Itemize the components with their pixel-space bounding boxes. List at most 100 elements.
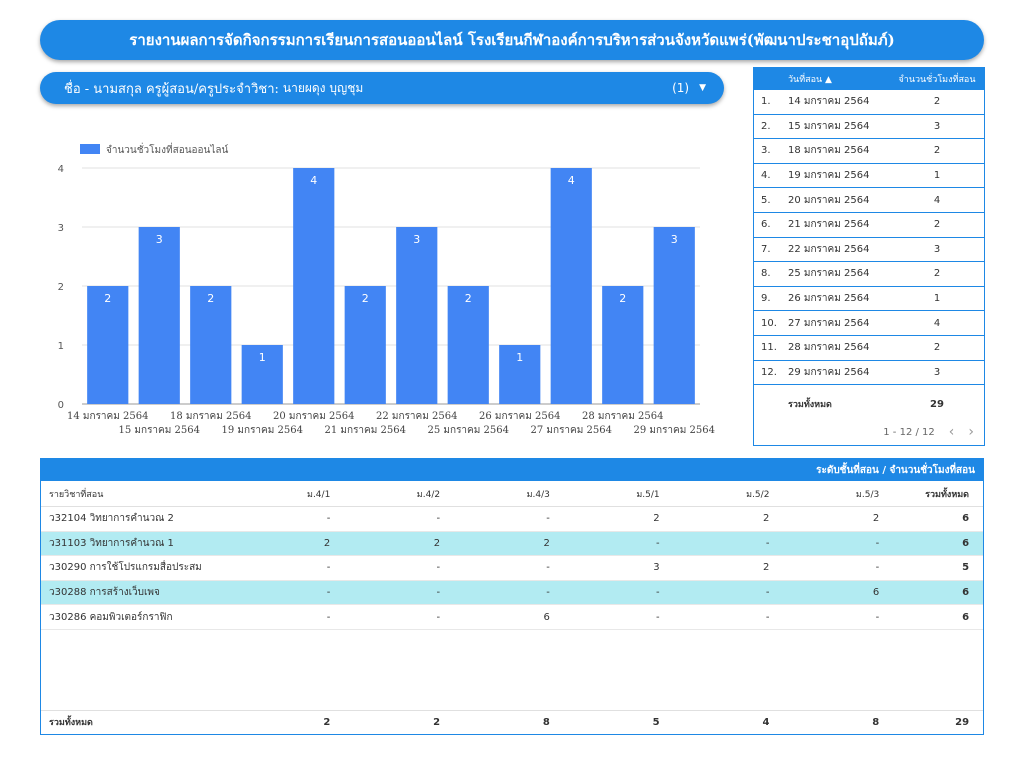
date-table-row[interactable]: 11. 28 มกราคม 2564 2 bbox=[754, 336, 984, 361]
hours-cell: 3 bbox=[653, 562, 660, 574]
x-tick-label: 20 มกราคม 2564 bbox=[273, 411, 354, 422]
bar-value-label: 4 bbox=[568, 174, 575, 187]
row-hours: 3 bbox=[933, 366, 941, 378]
row-date: 20 มกราคม 2564 bbox=[788, 194, 870, 206]
chevron-right-icon[interactable]: › bbox=[968, 424, 974, 441]
class-column-header[interactable]: ม.5/1 bbox=[636, 489, 660, 500]
subject-cell: ว30286 คอมพิวเตอร์กราฟิก bbox=[49, 611, 173, 623]
x-tick-label: 27 มกราคม 2564 bbox=[531, 425, 612, 436]
bar bbox=[396, 227, 438, 404]
class-column-header[interactable]: ม.4/3 bbox=[526, 489, 550, 500]
report-title: รายงานผลการจัดกิจกรรมการเรียนการสอนออนไล… bbox=[40, 20, 984, 60]
x-tick-label: 15 มกราคม 2564 bbox=[119, 425, 200, 436]
date-table-row[interactable]: 8. 25 มกราคม 2564 2 bbox=[754, 262, 984, 287]
x-tick-label: 18 มกราคม 2564 bbox=[170, 411, 251, 422]
total-value: 29 bbox=[930, 398, 944, 410]
row-index: 7. bbox=[761, 243, 771, 255]
row-index: 11. bbox=[761, 342, 777, 354]
hours-column-header[interactable]: จำนวนชั่วโมงที่สอน bbox=[898, 75, 976, 85]
row-date: 29 มกราคม 2564 bbox=[788, 366, 870, 378]
class-column-header[interactable]: ม.5/3 bbox=[855, 489, 880, 500]
date-table-row[interactable]: 1. 14 มกราคม 2564 2 bbox=[754, 90, 984, 115]
date-table-row[interactable]: 10. 27 มกราคม 2564 4 bbox=[754, 311, 984, 336]
filter-count: (1) bbox=[672, 81, 690, 95]
class-column-header[interactable]: ม.4/1 bbox=[307, 489, 331, 500]
bar bbox=[550, 168, 592, 404]
hours-cell: - bbox=[656, 611, 660, 623]
hours-cell: 2 bbox=[433, 537, 441, 549]
row-total-cell: 6 bbox=[962, 537, 970, 549]
pivot-row[interactable]: ว30290 การใช้โปรแกรมสื่อประสม - - - 3 2 - 5 bbox=[41, 556, 983, 581]
hours-cell: - bbox=[436, 562, 441, 574]
pivot-column-headers: รายวิชาที่สอน ม.4/1 ม.4/2 ม.4/3 ม.5/1 ม.5/2 ม… bbox=[41, 481, 983, 507]
hours-cell: - bbox=[875, 537, 880, 549]
date-table-row[interactable]: 9. 26 มกราคม 2564 1 bbox=[754, 287, 984, 312]
x-tick-label: 26 มกราคม 2564 bbox=[479, 411, 560, 422]
bar-value-label: 1 bbox=[259, 351, 266, 364]
row-hours: 3 bbox=[933, 120, 941, 132]
filter-value: นายผดุง บุญชุม bbox=[282, 80, 364, 95]
hours-cell: - bbox=[546, 513, 550, 525]
chevron-left-icon[interactable]: ‹ bbox=[948, 424, 955, 441]
date-column-header[interactable]: วันที่สอน ▲ bbox=[788, 75, 832, 85]
date-table-row[interactable]: 7. 22 มกราคม 2564 3 bbox=[754, 238, 984, 263]
row-total-cell: 6 bbox=[962, 513, 970, 525]
hours-cell: 2 bbox=[763, 562, 770, 574]
subject-cell: ว30288 การสร้างเว็บเพจ bbox=[49, 587, 160, 599]
x-tick-label: 22 มกราคม 2564 bbox=[376, 411, 457, 422]
caret-down-icon[interactable]: ▼ bbox=[699, 83, 706, 93]
bar bbox=[344, 286, 386, 404]
class-column-header[interactable]: ม.4/2 bbox=[416, 489, 441, 500]
row-index: 9. bbox=[761, 293, 771, 305]
hours-cell: - bbox=[436, 587, 441, 599]
total-column-header[interactable]: รวมทั้งหมด bbox=[925, 489, 970, 500]
row-date: 25 มกราคม 2564 bbox=[788, 268, 870, 280]
teacher-filter-dropdown[interactable]: ชื่อ - นามสกุล ครูผู้สอน/ครูประจำวิชา: น… bbox=[40, 72, 724, 104]
hours-cell: - bbox=[656, 537, 660, 549]
bar-value-label: 2 bbox=[619, 292, 626, 305]
pivot-row[interactable]: ว31103 วิทยาการคำนวณ 1 2 2 2 - - - 6 bbox=[41, 531, 983, 557]
totals-label: รวมทั้งหมด bbox=[49, 718, 93, 729]
date-table-row[interactable]: 6. 21 มกราคม 2564 2 bbox=[754, 213, 984, 238]
subject-cell: ว32104 วิทยาการคำนวณ 2 bbox=[49, 513, 174, 525]
pivot-row[interactable]: ว30288 การสร้างเว็บเพจ - - - - - 6 6 bbox=[41, 580, 983, 606]
row-hours: 4 bbox=[933, 194, 941, 206]
subject-cell: ว30290 การใช้โปรแกรมสื่อประสม bbox=[49, 562, 202, 574]
hours-cell: 2 bbox=[872, 513, 880, 525]
row-date: 15 มกราคม 2564 bbox=[788, 120, 870, 132]
hours-cell: 6 bbox=[543, 611, 550, 623]
row-total-cell: 5 bbox=[962, 562, 970, 574]
bar-value-label: 3 bbox=[156, 233, 163, 246]
pivot-row[interactable]: ว30286 คอมพิวเตอร์กราฟิก - - 6 - - - 6 bbox=[41, 605, 983, 630]
bar bbox=[653, 227, 695, 404]
y-tick-label: 1 bbox=[58, 341, 64, 352]
date-table-body: 1. 14 มกราคม 2564 2 2. 15 มกราคม 2564 3 3. 18 ม… bbox=[754, 90, 984, 386]
date-table-row[interactable]: 3. 18 มกราคม 2564 2 bbox=[754, 139, 984, 164]
x-tick-label: 29 มกราคม 2564 bbox=[634, 425, 715, 436]
date-table-row[interactable]: 5. 20 มกราคม 2564 4 bbox=[754, 188, 984, 213]
column-total-cell: 8 bbox=[542, 716, 550, 728]
pagination-range: 1 - 12 / 12 bbox=[883, 426, 935, 438]
row-index: 10. bbox=[761, 317, 777, 329]
bar-value-label: 4 bbox=[310, 174, 317, 187]
row-hours: 1 bbox=[933, 293, 941, 305]
row-hours: 2 bbox=[933, 268, 941, 280]
row-index: 2. bbox=[761, 120, 771, 132]
pivot-body: ว32104 วิทยาการคำนวณ 2- - -2 2 2 6 ว31103 วิทย… bbox=[41, 507, 983, 630]
bar-value-label: 2 bbox=[207, 292, 214, 305]
y-tick-label: 0 bbox=[58, 400, 64, 411]
pivot-row[interactable]: ว32104 วิทยาการคำนวณ 2 - - - 2 2 2 6 bbox=[41, 507, 983, 532]
date-table-row[interactable]: 4. 19 มกราคม 2564 1 bbox=[754, 164, 984, 189]
bar bbox=[499, 345, 541, 404]
bar bbox=[190, 286, 232, 404]
class-column-header[interactable]: ม.5/2 bbox=[746, 489, 770, 500]
date-table-row[interactable]: 2. 15 มกราคม 2564 3 bbox=[754, 115, 984, 140]
subject-column-header[interactable]: รายวิชาที่สอน bbox=[49, 489, 104, 500]
grand-total-cell: 29 bbox=[955, 716, 970, 728]
date-table-row[interactable]: 12. 29 มกราคม 2564 3 bbox=[754, 361, 984, 386]
hours-cell: - bbox=[875, 562, 880, 574]
x-tick-label: 28 มกราคม 2564 bbox=[582, 411, 663, 422]
hours-cell: - bbox=[546, 587, 550, 599]
row-date: 22 มกราคม 2564 bbox=[788, 243, 870, 255]
row-hours: 2 bbox=[933, 145, 941, 157]
